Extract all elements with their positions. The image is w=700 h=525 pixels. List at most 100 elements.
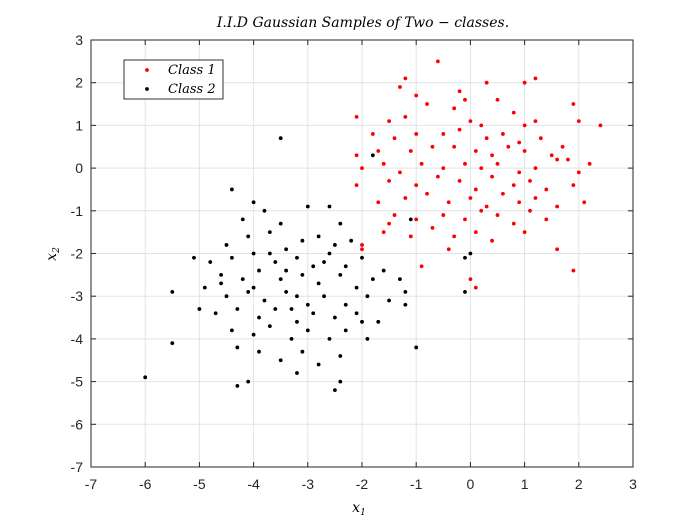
class-1-point bbox=[501, 191, 505, 196]
class-1-point bbox=[479, 208, 484, 213]
class-1-point bbox=[571, 102, 576, 106]
class-1-point bbox=[517, 200, 522, 205]
class-1-point bbox=[484, 136, 489, 141]
class-1-point bbox=[403, 76, 408, 81]
class-2-point bbox=[327, 337, 332, 341]
class-1-point bbox=[528, 179, 532, 183]
class-2-point bbox=[327, 251, 332, 256]
class-2-point bbox=[360, 255, 364, 260]
class-2-point bbox=[333, 243, 337, 247]
class-2-point bbox=[273, 260, 278, 264]
class-2-point bbox=[257, 268, 261, 273]
class-1-point bbox=[435, 59, 440, 64]
x-tick-label: 3 bbox=[629, 476, 637, 492]
class-1-point bbox=[473, 149, 478, 153]
x-axis-label: x1 bbox=[352, 500, 366, 518]
class-2-point bbox=[300, 238, 305, 243]
y-tick-label: 0 bbox=[75, 160, 83, 176]
class-2-point bbox=[289, 307, 294, 311]
class-1-point bbox=[446, 200, 451, 205]
class-1-point bbox=[517, 140, 522, 145]
class-2-point bbox=[311, 311, 316, 316]
class-2-point bbox=[251, 200, 256, 205]
class-2-point bbox=[387, 298, 391, 303]
class-1-point bbox=[387, 179, 391, 183]
class-1-point bbox=[354, 153, 359, 158]
class-1-point bbox=[435, 174, 440, 179]
class-1-point bbox=[522, 123, 527, 128]
class-1-point bbox=[387, 221, 391, 226]
class-2-point bbox=[246, 379, 251, 384]
class-1-point bbox=[387, 119, 391, 124]
class-1-point bbox=[441, 166, 446, 171]
class-2-point bbox=[463, 255, 467, 260]
class-1-point bbox=[457, 89, 462, 94]
class-2-point bbox=[322, 294, 326, 299]
x-axis-label-main: x bbox=[352, 500, 360, 516]
class-2-point bbox=[143, 375, 148, 380]
class-1-point bbox=[484, 80, 489, 85]
class-1-point bbox=[522, 230, 527, 235]
y-tick-label: 2 bbox=[75, 75, 83, 91]
class-2-point bbox=[300, 272, 305, 277]
class-2-point bbox=[262, 298, 267, 303]
class-2-point bbox=[278, 358, 283, 363]
class-2-point bbox=[230, 328, 234, 333]
class-2-point bbox=[338, 379, 343, 384]
class-1-point bbox=[479, 123, 484, 128]
grid-lines bbox=[90, 39, 634, 468]
class-1-point bbox=[414, 132, 419, 136]
class-1-point bbox=[392, 213, 397, 217]
class-2-point bbox=[278, 221, 283, 226]
class-2-point bbox=[235, 383, 240, 388]
class-1-point bbox=[533, 119, 538, 124]
class-1-point bbox=[511, 110, 516, 115]
class-1-point bbox=[446, 247, 451, 252]
class-1-point bbox=[419, 264, 424, 269]
class-2-point bbox=[251, 285, 256, 290]
class-1-point bbox=[441, 213, 446, 217]
class-2-point bbox=[322, 260, 326, 264]
class-1-point bbox=[582, 200, 587, 205]
class-1-point bbox=[408, 149, 413, 153]
class-1-point bbox=[495, 161, 500, 166]
class-2-point bbox=[398, 277, 402, 282]
class-2-point bbox=[267, 230, 272, 235]
class-2-point bbox=[208, 260, 213, 264]
class-2-point bbox=[305, 302, 310, 307]
class-1-point bbox=[522, 149, 527, 153]
class-2-point bbox=[224, 243, 229, 247]
class-1-point bbox=[468, 196, 473, 200]
class-1-point bbox=[587, 161, 592, 166]
class-2-point bbox=[333, 315, 337, 320]
class-1-point bbox=[419, 161, 424, 166]
class-2-point bbox=[240, 277, 245, 282]
class-2-point bbox=[343, 264, 348, 269]
class-2-point bbox=[403, 290, 408, 294]
class-1-point bbox=[533, 196, 538, 200]
class-1-point bbox=[533, 76, 538, 81]
axis-ticks bbox=[90, 39, 634, 468]
class-1-point bbox=[501, 132, 505, 136]
class-2-point bbox=[316, 362, 321, 367]
class-1-point bbox=[354, 183, 359, 188]
class-1-point bbox=[484, 204, 489, 209]
class-2-point bbox=[289, 337, 294, 341]
class-1-point bbox=[452, 144, 457, 149]
class-2-point bbox=[257, 349, 261, 354]
class-1-point bbox=[376, 149, 381, 153]
class-2-point bbox=[300, 349, 305, 354]
class-1-point bbox=[571, 183, 576, 188]
legend-marker-class-1 bbox=[145, 68, 149, 72]
class-1-point bbox=[555, 157, 560, 162]
y-axis-label-sub: 2 bbox=[52, 247, 62, 254]
class-2-point bbox=[251, 251, 256, 256]
class-2-point bbox=[295, 255, 299, 260]
class-2-point bbox=[202, 285, 207, 290]
class-1-point bbox=[430, 225, 435, 230]
class-1-point bbox=[555, 247, 560, 252]
class-1-point bbox=[576, 119, 581, 124]
class-2-point bbox=[343, 328, 348, 333]
class-1-point bbox=[522, 80, 527, 85]
